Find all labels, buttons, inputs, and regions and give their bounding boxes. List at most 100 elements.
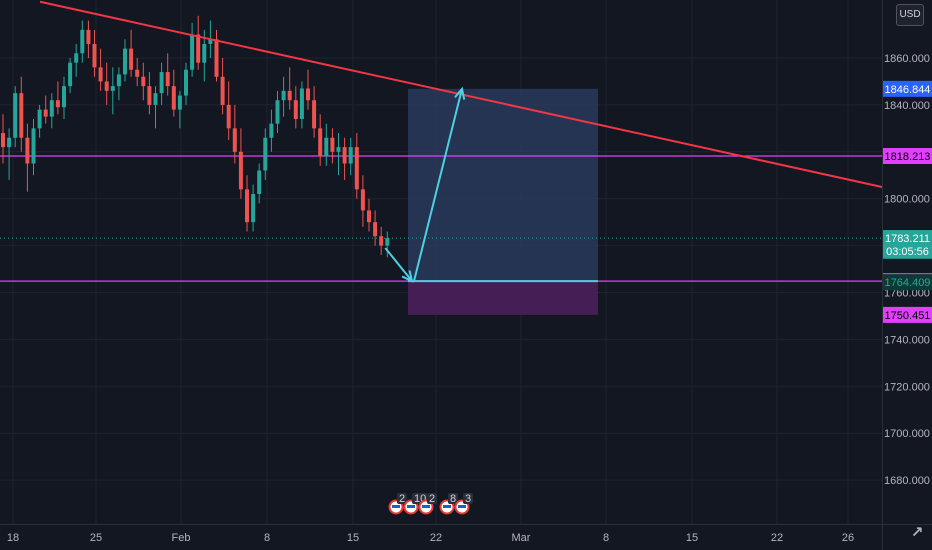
candle-body (318, 128, 323, 157)
up-arrow-shaft[interactable] (413, 88, 463, 282)
x-tick-label: 15 (347, 532, 359, 544)
candle-body (275, 100, 280, 124)
candle-body (232, 128, 237, 152)
x-tick-label: 8 (264, 532, 270, 544)
y-tick-label: 1700.000 (884, 428, 930, 440)
price-badge (883, 147, 932, 164)
price-badge-label: 1764.409 (885, 277, 931, 289)
down-arrow-shaft[interactable] (384, 247, 413, 282)
currency-button[interactable]: USD (896, 4, 924, 26)
candle-body (43, 109, 48, 117)
event-count-bg (448, 493, 458, 504)
candle-body (25, 137, 30, 164)
flag-stripe (407, 505, 415, 508)
x-tick-label: Feb (172, 532, 191, 544)
price-badge (883, 306, 932, 323)
candle-body (214, 39, 219, 77)
y-tick-label: 1760.000 (884, 288, 930, 300)
candle-body (31, 128, 36, 164)
x-tick-label: 26 (842, 532, 854, 544)
event-marker[interactable]: 2 (418, 493, 438, 515)
up-arrow-head[interactable] (454, 86, 466, 100)
candle-body (116, 74, 121, 87)
flag-stripe (443, 505, 451, 508)
price-badge-label: 1750.451 (885, 310, 931, 322)
event-marker[interactable]: 8 (439, 493, 459, 515)
candle-body (269, 123, 274, 138)
down-arrow[interactable] (384, 247, 414, 283)
candle-body (251, 194, 256, 223)
event-count-bg (427, 493, 437, 504)
candle-body (312, 100, 317, 129)
candle-body (257, 170, 262, 195)
x-tick-label: 22 (771, 532, 783, 544)
candle-body (287, 90, 292, 101)
candle-body (49, 100, 54, 117)
y-tick-label: 1860.000 (884, 53, 930, 65)
target-zone[interactable] (408, 88, 598, 282)
y-tick-label: 1800.000 (884, 194, 930, 206)
candle-body (68, 62, 73, 87)
event-marker[interactable]: 2 (388, 493, 408, 515)
candle-body (37, 109, 42, 129)
candle-body (135, 69, 140, 77)
event-count: 8 (450, 493, 456, 505)
tradingview-logo-icon[interactable]: ↗ (910, 523, 924, 541)
candle-body (165, 72, 170, 87)
candle-body (220, 76, 225, 105)
candle-body (293, 100, 298, 119)
x-tick-label: 15 (686, 532, 698, 544)
event-count: 2 (399, 493, 405, 505)
candle-body (147, 86, 152, 105)
price-badge (883, 242, 932, 259)
flag-stripe (458, 505, 466, 508)
candle-body (360, 189, 365, 211)
candle-body (208, 39, 213, 44)
event-marker[interactable]: 10 (403, 493, 429, 515)
y-tick-label: 1840.000 (884, 100, 930, 112)
candle-body (373, 222, 378, 237)
candle-body (74, 53, 79, 63)
economic-events[interactable]: 2 10 2 8 3 (388, 493, 474, 515)
candle-body (110, 86, 115, 91)
candle-body (324, 137, 329, 157)
projection-arrows[interactable] (384, 86, 598, 283)
candle-body (385, 238, 390, 246)
flag-stripe (392, 505, 400, 508)
price-badge-label: 1783.211 (885, 233, 930, 245)
candle-body (7, 137, 12, 148)
event-count: 2 (429, 493, 435, 505)
event-marker[interactable]: 3 (454, 493, 474, 515)
candle-body (354, 147, 359, 190)
price-badges: 1846.8441818.2131783.21103:05:561764.845… (883, 80, 932, 323)
price-badge (883, 274, 932, 291)
candle-body (98, 67, 103, 82)
candle-body (348, 147, 353, 164)
candles (1, 15, 390, 258)
candle-body (141, 76, 146, 87)
candle-body (299, 88, 304, 119)
candle-body (238, 151, 243, 190)
y-tick-label: 1740.000 (884, 334, 930, 346)
candle-body (153, 93, 158, 105)
candle-body (190, 34, 195, 70)
projection-zones[interactable] (408, 88, 598, 315)
candle-body (19, 93, 24, 138)
y-tick-label: 1680.000 (884, 475, 930, 487)
stop-zone[interactable] (408, 281, 598, 315)
x-tick-label: 8 (603, 532, 609, 544)
candle-body (92, 43, 97, 68)
candle-body (281, 90, 286, 101)
x-tick-label: Mar (512, 532, 531, 544)
candle-body (104, 81, 109, 91)
down-arrow-head[interactable] (401, 270, 414, 283)
candle-body (1, 133, 5, 148)
up-arrow[interactable] (413, 86, 466, 282)
price-badge (883, 230, 932, 247)
price-badge-label: 1846.844 (885, 84, 931, 96)
x-tick-label: 22 (430, 532, 442, 544)
event-count-bg (397, 493, 407, 504)
price-badge-label: 1818.213 (885, 151, 931, 163)
